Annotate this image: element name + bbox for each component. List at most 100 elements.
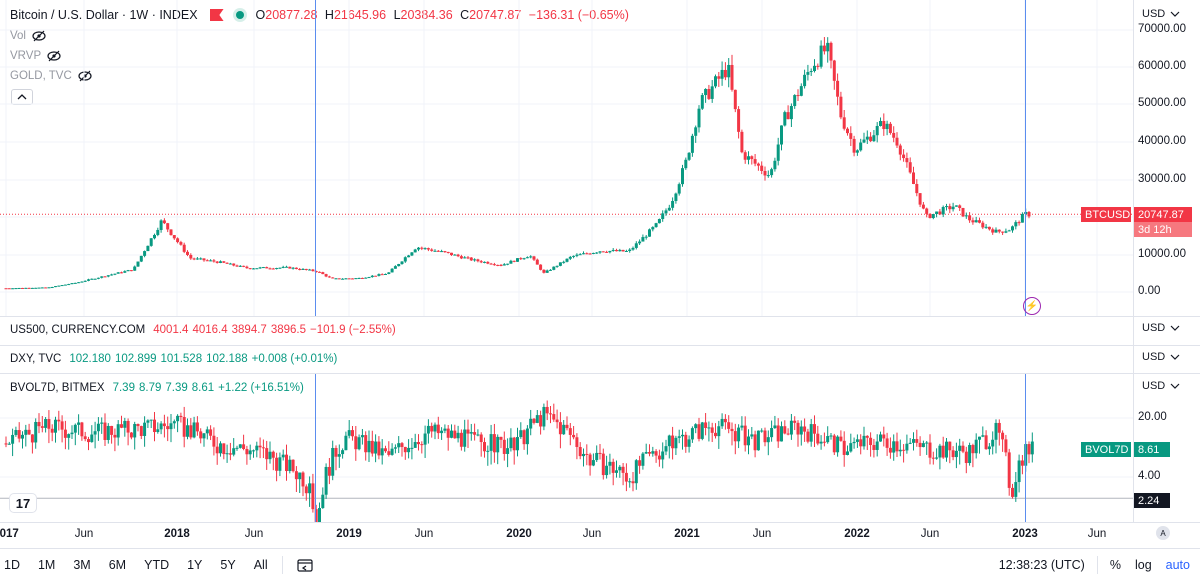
time-axis-tick: 2020 (506, 528, 532, 540)
btc-candle (565, 258, 569, 262)
goto-date-icon[interactable] (297, 558, 313, 572)
bvol-candle (954, 450, 958, 458)
bvol-candle (370, 440, 374, 454)
bvol-candle (318, 508, 321, 522)
btc-candle (938, 211, 942, 215)
bvol-candle (463, 429, 467, 447)
bvol-candle (750, 434, 754, 437)
bvol-candle (585, 453, 589, 455)
tradingview-logo[interactable]: 17 (10, 494, 36, 512)
time-axis-tick: Jun (1087, 528, 1107, 540)
bvol-candle (908, 442, 912, 444)
btc-candle (242, 265, 246, 267)
btc-candle (364, 277, 368, 279)
btc-candle (879, 120, 882, 126)
range-button-6m[interactable]: 6M (108, 557, 127, 572)
currency-select[interactable]: USD (1142, 322, 1181, 334)
currency-select[interactable]: USD (1142, 380, 1181, 392)
bvol-candle (826, 436, 830, 443)
bvol-candle (509, 437, 513, 449)
bvol-candle (87, 439, 90, 443)
lightning-event-icon[interactable]: ⚡ (1023, 297, 1041, 315)
bvol-candle (987, 446, 991, 450)
bvol-candle (582, 453, 585, 457)
eye-hidden-icon[interactable] (32, 30, 46, 42)
bvol-candle (1020, 460, 1024, 466)
range-button-5y[interactable]: 5Y (220, 557, 236, 572)
percent-toggle[interactable]: % (1109, 557, 1121, 572)
time-axis-tick: 2018 (164, 528, 190, 540)
range-button-ytd[interactable]: YTD (144, 557, 170, 572)
btc-candle (832, 60, 836, 81)
bvol-candle (651, 451, 655, 454)
bvol-candle (410, 447, 414, 449)
btc-candle (106, 275, 110, 277)
btc-candle (954, 205, 958, 207)
btc-candle (463, 257, 467, 259)
bvol-candle (469, 432, 473, 434)
bvol-candle (27, 429, 31, 435)
currency-select[interactable]: USD (1142, 8, 1181, 20)
bvol-candle (855, 439, 859, 442)
bvol-candle (717, 426, 721, 437)
auto-scale-badge[interactable]: A (1156, 526, 1170, 540)
indicator-vrvp[interactable]: VRVP (10, 50, 61, 62)
range-button-3m[interactable]: 3M (73, 557, 91, 572)
auto-toggle[interactable]: auto (1165, 557, 1190, 572)
btc-candle (70, 283, 74, 285)
bvol-candle (265, 448, 269, 460)
price-axis-tick: 50000.00 (1138, 97, 1186, 109)
btc-candle (116, 272, 120, 274)
btc-candle (1017, 222, 1021, 224)
bvol-candle (232, 448, 236, 455)
flag-icon[interactable] (209, 9, 224, 21)
btc-candle (285, 266, 288, 268)
bvol-candle (261, 447, 265, 449)
currency-select[interactable]: USD (1142, 351, 1181, 363)
eye-hidden-icon[interactable] (47, 50, 61, 62)
bvol-candle (549, 413, 552, 415)
btc-candle (1027, 211, 1031, 217)
btc-candle (60, 285, 64, 287)
bvol-candle (271, 451, 275, 458)
bvol-candle (423, 433, 427, 445)
btc-candle (73, 282, 77, 284)
bvol-chart[interactable] (0, 373, 1133, 522)
btc-candle (994, 229, 998, 233)
bvol-candle (981, 435, 985, 437)
bvol-candle (789, 420, 793, 435)
bvol-candle (139, 426, 143, 436)
log-toggle[interactable]: log (1134, 557, 1152, 572)
bvol-candle (915, 439, 919, 443)
bvol-candle (120, 424, 123, 428)
btc-candle (67, 284, 71, 286)
bvol-axis-tick: 20.00 (1138, 411, 1167, 423)
bvol-candle (921, 443, 925, 448)
btc-candle (539, 264, 543, 270)
btc-candle (535, 259, 539, 265)
indicator-vol[interactable]: Vol (10, 30, 46, 42)
btc-candle (149, 238, 153, 246)
range-button-1y[interactable]: 1Y (187, 557, 203, 572)
bvol-candle (621, 466, 625, 473)
btc-candle (743, 152, 747, 160)
btc-candle (964, 215, 968, 217)
clock-time[interactable]: 12:38:23 (UTC) (998, 557, 1085, 572)
btc-candle (641, 237, 645, 242)
bvol-candle (743, 425, 747, 446)
range-button-1d[interactable]: 1D (4, 557, 20, 572)
bvol-candle (539, 415, 543, 427)
range-button-all[interactable]: All (253, 557, 268, 572)
bvol-candle (192, 422, 196, 438)
bvol-candle (397, 443, 401, 448)
btc-candle (245, 266, 249, 269)
bvol-candle (657, 455, 661, 460)
bvol-candle (21, 434, 24, 439)
bvol-candle (704, 422, 708, 428)
bvol-candle (809, 424, 813, 442)
btc-price-chart[interactable] (0, 0, 1133, 316)
btc-candle (34, 287, 38, 289)
range-button-1m[interactable]: 1M (37, 557, 56, 572)
bvol-candle (162, 423, 166, 427)
bvol-candle (931, 457, 935, 459)
